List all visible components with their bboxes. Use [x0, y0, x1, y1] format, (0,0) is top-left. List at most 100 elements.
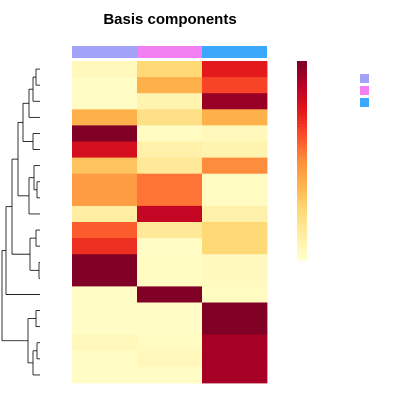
colorbar-segment [297, 170, 307, 175]
heatmap-cell [137, 270, 203, 287]
annotation-cell [137, 46, 202, 58]
column-annotation-bar [72, 46, 267, 58]
heatmap-cell [137, 125, 203, 142]
colorbar-segment [297, 80, 307, 85]
colorbar-segment [297, 143, 307, 148]
colorbar-segment [297, 124, 307, 128]
heatmap-cell [137, 302, 203, 319]
heatmap-cell [202, 270, 268, 287]
heatmap-cell [202, 302, 268, 319]
heatmap-cell [137, 350, 203, 368]
heatmap-cell [72, 254, 138, 271]
heatmap-cell [72, 189, 138, 207]
heatmap-cell [72, 350, 138, 368]
colorbar-segment [297, 130, 307, 135]
heatmap-cell [137, 286, 203, 303]
heatmap-cell [202, 109, 268, 126]
colorbar-segment [297, 107, 307, 112]
heatmap-cell [202, 189, 268, 207]
colorbar-segment [297, 226, 307, 231]
heatmap-cell [137, 61, 203, 78]
colorbar-segment [297, 114, 307, 118]
heatmap-cell [137, 366, 203, 384]
heatmap-cell [72, 205, 138, 223]
heatmap-cell [202, 222, 268, 239]
colorbar-segment [297, 220, 307, 225]
heatmap-cell [72, 125, 138, 142]
colorbar-segment [297, 233, 307, 238]
heatmap-cell [202, 334, 268, 352]
colorbar [297, 61, 307, 261]
colorbar-segment [297, 117, 307, 122]
heatmap-cell [202, 125, 268, 142]
heatmap-cell [137, 157, 203, 175]
heatmap-cell [72, 61, 138, 78]
heatmap-cells [72, 61, 268, 384]
heatmap-cell [72, 157, 138, 175]
colorbar-segment [297, 180, 307, 185]
heatmap-cell [202, 61, 268, 78]
colorbar-segment [297, 230, 307, 235]
colorbar-segment [297, 120, 307, 125]
colorbar-segment [297, 127, 307, 132]
colorbar-segment [297, 167, 307, 172]
colorbar-segment [297, 137, 307, 142]
heatmap-cell [72, 77, 138, 94]
colorbar-segment [297, 177, 307, 181]
colorbar-segment [297, 87, 307, 92]
colorbar-segment [297, 210, 307, 215]
colorbar-segment [297, 196, 307, 201]
heatmap-cell [137, 334, 203, 352]
colorbar-segment [297, 243, 307, 248]
heatmap-cell [202, 93, 268, 110]
heatmap-cell [137, 141, 203, 158]
colorbar-segment [297, 90, 307, 95]
legend-swatch [360, 86, 369, 95]
colorbar-segment [297, 157, 307, 162]
heatmap-cell [72, 286, 138, 303]
colorbar-segment [297, 183, 307, 188]
heatmap-cell [202, 157, 268, 175]
chart-title: Basis components [103, 11, 236, 28]
heatmap-cell [72, 318, 138, 336]
colorbar-segment [297, 61, 307, 65]
heatmap-cell [137, 222, 203, 239]
heatmap-cell [137, 238, 203, 255]
colorbar-segment [297, 133, 307, 138]
colorbar-segment [297, 150, 307, 155]
heatmap-cell [202, 350, 268, 368]
colorbar-segment [297, 253, 307, 258]
heatmap-cell [137, 173, 203, 191]
colorbar-segment [297, 193, 307, 198]
heatmap-cell [72, 109, 138, 126]
colorbar-segment [297, 153, 307, 158]
colorbar-segment [297, 240, 307, 245]
heatmap-cell [72, 93, 138, 110]
annotation-cell [202, 46, 267, 58]
colorbar-segment [297, 104, 307, 109]
heatmap-cell [137, 189, 203, 207]
heatmap-cell [72, 173, 138, 191]
colorbar-segment [297, 190, 307, 195]
colorbar-segment [297, 84, 307, 89]
colorbar-segment [297, 256, 307, 261]
heatmap-cell [137, 318, 203, 336]
colorbar-segment [297, 250, 307, 254]
colorbar-segment [297, 213, 307, 218]
colorbar-segment [297, 203, 307, 208]
legend-swatch [360, 98, 369, 107]
colorbar-segment [297, 147, 307, 152]
colorbar-segment [297, 100, 307, 105]
colorbar-segment [297, 160, 307, 165]
heatmap-cell [202, 238, 268, 255]
heatmap-cell [202, 141, 268, 158]
colorbar-segment [297, 206, 307, 211]
heatmap-cell [72, 302, 138, 319]
heatmap-cell [202, 173, 268, 191]
annotation-cell [72, 46, 137, 58]
heatmap-cell [137, 254, 203, 271]
heatmap-cell [202, 318, 268, 336]
heatmap-cell [72, 141, 138, 158]
heatmap-cell [137, 205, 203, 223]
